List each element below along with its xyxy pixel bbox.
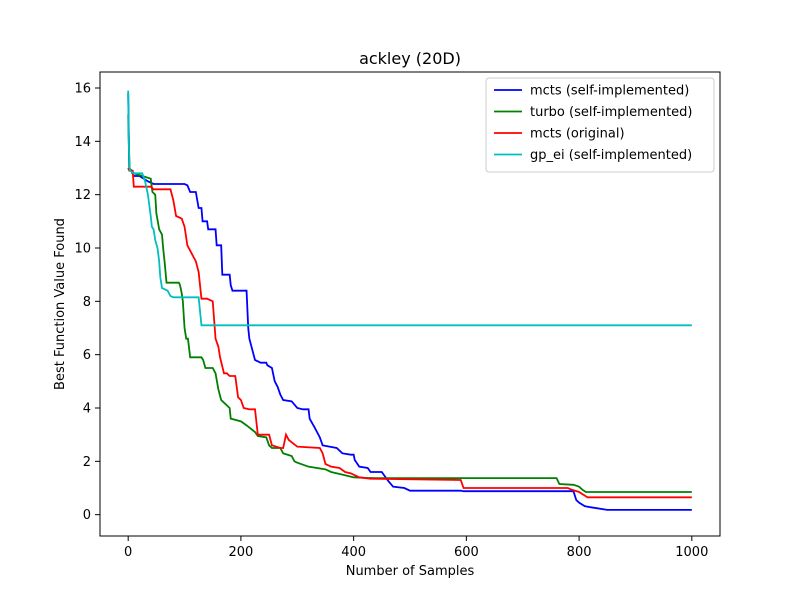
y-tick-label: 0 bbox=[83, 508, 91, 523]
x-tick-label: 600 bbox=[454, 545, 479, 560]
legend-label: gp_ei (self-implemented) bbox=[530, 148, 692, 163]
y-tick-label: 8 bbox=[83, 295, 91, 310]
series-line-3 bbox=[127, 90, 692, 327]
y-tick-label: 12 bbox=[74, 188, 91, 203]
y-axis-label: Best Function Value Found bbox=[53, 218, 68, 390]
chart-title: ackley (20D) bbox=[359, 49, 461, 68]
y-tick-label: 6 bbox=[83, 348, 91, 363]
y-tick-label: 4 bbox=[83, 402, 91, 417]
plot-series bbox=[127, 90, 692, 511]
series-line-1 bbox=[127, 114, 692, 493]
legend: mcts (self-implemented) turbo (self-imple… bbox=[485, 77, 715, 173]
series-line-2 bbox=[127, 167, 692, 499]
x-axis-label: Number of Samples bbox=[346, 564, 475, 579]
y-tick-label: 14 bbox=[74, 135, 91, 150]
x-tick-label: 1000 bbox=[675, 545, 708, 560]
legend-label: turbo (self-implemented) bbox=[530, 105, 693, 120]
x-tick-label: 400 bbox=[341, 545, 366, 560]
x-axis: 0 200 400 600 800 1000 bbox=[124, 536, 708, 560]
x-tick-label: 800 bbox=[567, 545, 592, 560]
x-tick-label: 0 bbox=[124, 545, 132, 560]
y-axis: 0 2 4 6 8 10 12 14 16 bbox=[74, 82, 100, 523]
y-tick-label: 16 bbox=[74, 82, 91, 97]
y-tick-label: 2 bbox=[83, 455, 91, 470]
legend-label: mcts (self-implemented) bbox=[530, 84, 689, 99]
legend-box bbox=[485, 77, 715, 173]
legend-label: mcts (original) bbox=[530, 127, 625, 142]
series-line-0 bbox=[127, 93, 692, 511]
y-tick-label: 10 bbox=[74, 242, 91, 257]
x-tick-label: 200 bbox=[228, 545, 253, 560]
plot-frame bbox=[99, 71, 721, 537]
